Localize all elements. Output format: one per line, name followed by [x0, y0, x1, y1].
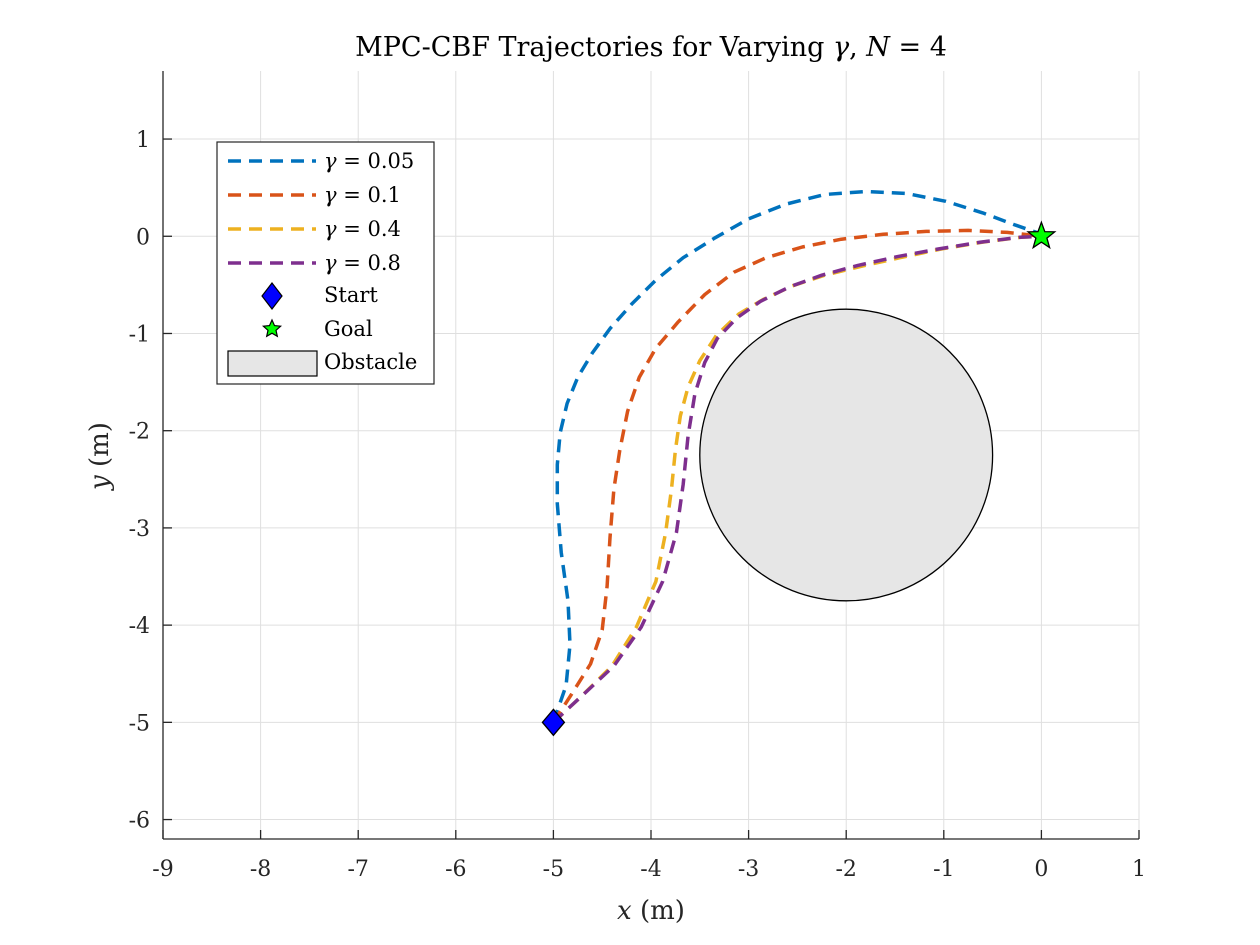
x-tick-label: 1 — [1132, 857, 1146, 882]
x-tick-label: -6 — [445, 857, 466, 882]
legend-obstacle-swatch — [227, 350, 318, 377]
legend-start-diamond-icon — [261, 282, 283, 310]
x-tick-label: -7 — [347, 857, 368, 882]
y-tick-label: -4 — [129, 614, 150, 639]
y-tick-label: -2 — [129, 420, 150, 445]
tick-labels: -9 -8 -7 -6 -5 -4 -3 -2 -1 0 1 1 0 -1 -2 -3 -4 -5 -6 — [129, 128, 1146, 882]
x-tick-label: -9 — [152, 857, 173, 882]
y-tick-label: 1 — [136, 128, 150, 153]
series-layer — [551, 189, 1043, 724]
series-line-2 — [551, 228, 1042, 724]
x-tick-label: -8 — [250, 857, 271, 882]
legend-label-gamma-0.1: γ = 0.1 — [324, 183, 401, 207]
y-axis-label: y (m) — [85, 422, 115, 491]
axes — [162, 71, 1140, 840]
legend-label-obstacle: Obstacle — [324, 350, 417, 374]
legend-label-start: Start — [324, 283, 378, 307]
x-tick-label: -4 — [640, 857, 661, 882]
series-line-1 — [551, 189, 1043, 723]
x-tick-label: -3 — [738, 857, 759, 882]
obstacle-layer — [699, 308, 994, 602]
legend: γ = 0.05 γ = 0.1 γ = 0.4 γ = 0.8 Start G… — [216, 141, 435, 385]
obstacle-circle — [699, 308, 994, 602]
y-tick-label: -3 — [129, 517, 150, 542]
start-marker — [541, 708, 566, 737]
legend-label-gamma-0.05: γ = 0.05 — [324, 149, 414, 173]
marker-layer — [541, 220, 1057, 737]
y-tick-label: -5 — [129, 711, 150, 736]
series-line-4 — [552, 234, 1042, 724]
legend-label-gamma-0.4: γ = 0.4 — [324, 217, 401, 241]
x-tick-label: 0 — [1034, 857, 1048, 882]
legend-label-gamma-0.8: γ = 0.8 — [324, 251, 401, 275]
x-axis-label: x (m) — [617, 896, 685, 926]
x-tick-label: -5 — [543, 857, 564, 882]
y-tick-label: 0 — [136, 225, 150, 250]
legend-goal-star-icon — [261, 318, 283, 338]
legend-label-goal: Goal — [324, 317, 373, 341]
y-tick-label: -6 — [129, 809, 150, 834]
x-tick-label: -2 — [835, 857, 856, 882]
goal-marker — [1026, 220, 1057, 250]
chart-title: MPC-CBF Trajectories for Varying γ, N = … — [355, 32, 947, 63]
y-tick-label: -1 — [129, 322, 150, 347]
x-tick-label: -1 — [933, 857, 954, 882]
